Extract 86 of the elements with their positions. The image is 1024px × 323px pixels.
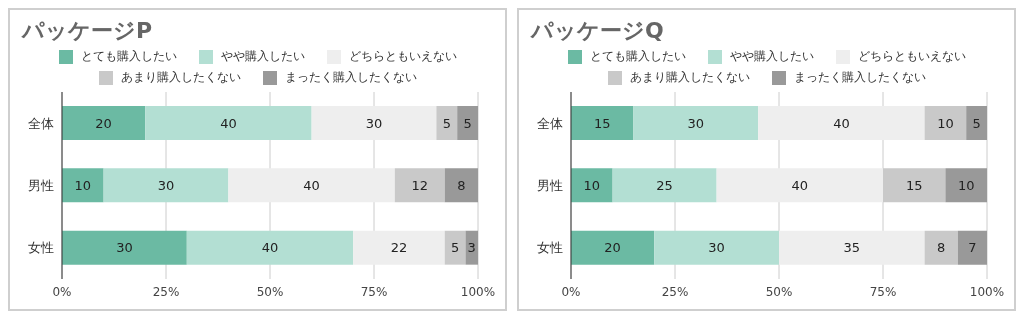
data-label: 12 xyxy=(411,177,429,193)
data-label: 10 xyxy=(937,115,954,131)
x-tick-label: 50% xyxy=(256,284,284,299)
bar xyxy=(571,106,634,140)
legend-label: まったく購入したくない xyxy=(793,69,926,86)
data-label: 15 xyxy=(593,115,611,131)
data-label: 40 xyxy=(791,177,809,193)
y-tick-label: 全体 xyxy=(537,115,563,131)
bar xyxy=(444,230,466,265)
bar xyxy=(62,106,146,140)
legend-label: とても購入したい xyxy=(80,48,177,65)
legend-label: まったく購入したくない xyxy=(284,69,417,86)
bar xyxy=(571,230,655,265)
data-label: 40 xyxy=(303,177,320,193)
legend-label: あまり購入したくない xyxy=(629,69,750,86)
data-label: 40 xyxy=(220,115,237,131)
data-label: 7 xyxy=(968,240,977,256)
bar xyxy=(457,106,478,140)
data-label: 30 xyxy=(687,115,705,131)
data-label: 10 xyxy=(583,177,601,193)
bar xyxy=(571,168,613,203)
data-label: 8 xyxy=(937,240,946,256)
bar xyxy=(394,168,445,203)
data-label: 5 xyxy=(972,115,981,131)
y-tick-label: 男性 xyxy=(537,178,563,194)
data-label: 35 xyxy=(843,240,861,256)
x-tick-label: 100% xyxy=(969,284,1005,299)
x-tick-label: 75% xyxy=(869,284,897,299)
data-label: 25 xyxy=(656,177,673,193)
legend-label: あまり購入したくない xyxy=(120,69,241,86)
x-tick-label: 0% xyxy=(52,284,72,299)
data-label: 10 xyxy=(957,177,975,193)
legend-label: どちらともいえない xyxy=(348,48,457,65)
data-label: 5 xyxy=(450,240,460,256)
data-label: 30 xyxy=(365,115,383,131)
bar xyxy=(186,230,354,265)
bar xyxy=(103,168,229,203)
x-tick-label: 50% xyxy=(765,284,793,299)
data-label: 8 xyxy=(457,177,466,193)
legend-label: とても購入したい xyxy=(589,48,686,65)
y-tick-label: 女性 xyxy=(28,240,54,256)
bar xyxy=(945,168,987,203)
bar xyxy=(62,168,104,203)
y-tick-label: 男性 xyxy=(28,178,54,194)
bar xyxy=(654,230,779,265)
legend-label: やや購入したい xyxy=(729,48,814,65)
data-label: 5 xyxy=(442,115,451,131)
y-tick-label: 全体 xyxy=(28,115,54,131)
bar xyxy=(966,106,987,140)
bar xyxy=(436,106,458,140)
bar xyxy=(716,168,883,203)
data-label: 40 xyxy=(261,240,279,256)
data-label: 3 xyxy=(467,240,476,256)
bar xyxy=(311,106,437,140)
data-label: 30 xyxy=(116,240,133,256)
data-label: 30 xyxy=(708,240,725,256)
chart-title: パッケージQ xyxy=(529,17,665,45)
legend-label: どちらともいえない xyxy=(857,48,966,65)
data-label: 20 xyxy=(604,240,621,256)
data-label: 20 xyxy=(95,115,112,131)
data-label: 5 xyxy=(463,115,472,131)
data-label: 40 xyxy=(833,115,850,131)
chart-title: パッケージP xyxy=(20,17,154,45)
x-tick-label: 25% xyxy=(661,284,689,299)
x-tick-label: 0% xyxy=(561,284,581,299)
data-label: 10 xyxy=(74,177,92,193)
bar xyxy=(779,230,925,265)
bar xyxy=(633,106,759,140)
bar xyxy=(957,230,987,265)
bar xyxy=(228,168,395,203)
x-tick-label: 75% xyxy=(360,284,388,299)
bar xyxy=(62,230,187,265)
bar xyxy=(924,230,958,265)
legend-label: やや購入したい xyxy=(220,48,305,65)
data-label: 30 xyxy=(157,177,175,193)
bar xyxy=(145,106,312,140)
data-label: 22 xyxy=(390,240,408,256)
data-label: 15 xyxy=(905,177,923,193)
x-tick-label: 100% xyxy=(460,284,496,299)
y-tick-label: 女性 xyxy=(537,240,563,256)
x-tick-label: 25% xyxy=(152,284,180,299)
bar xyxy=(758,106,925,140)
bar xyxy=(444,168,478,203)
bar xyxy=(353,230,445,265)
bar xyxy=(612,168,717,203)
bar xyxy=(924,106,967,140)
